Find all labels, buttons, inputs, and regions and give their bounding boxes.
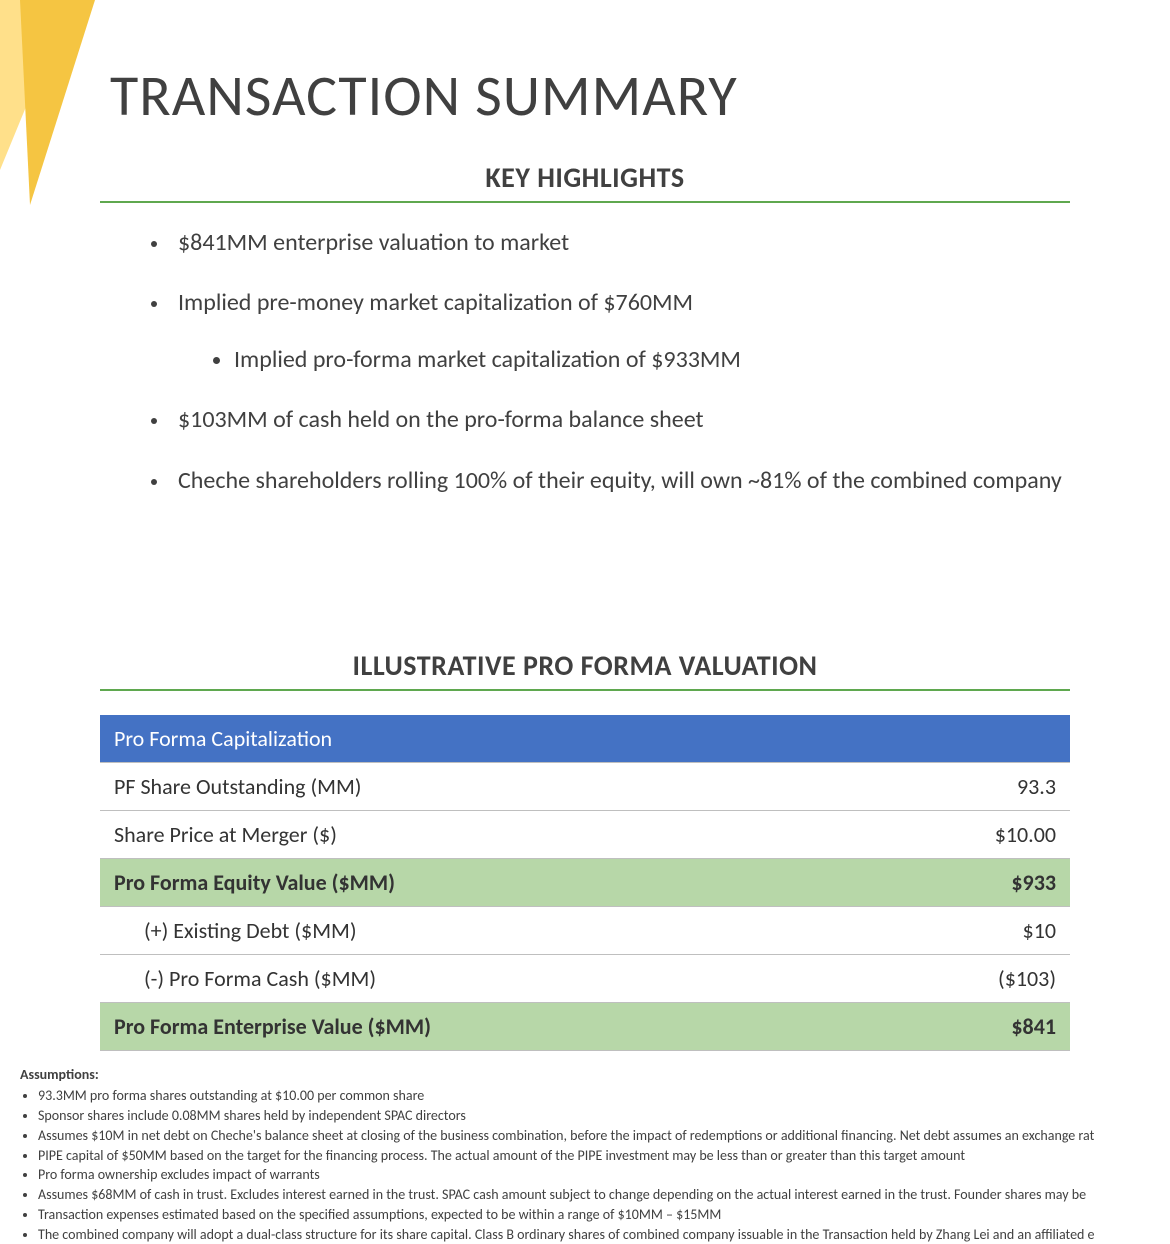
sub-list: Implied pro-forma market capitalization … bbox=[178, 344, 1070, 376]
assumption-item: Assumes $68MM of cash in trust. Excludes… bbox=[38, 1186, 1170, 1205]
table-cell-value: ($103) bbox=[870, 955, 1070, 1003]
table-cell-value: $933 bbox=[870, 859, 1070, 907]
assumption-item: Sponsor shares include 0.08MM shares hel… bbox=[38, 1107, 1170, 1126]
page-title: TRANSACTION SUMMARY bbox=[110, 60, 738, 131]
table-cell-label: (+) Existing Debt ($MM) bbox=[100, 907, 870, 955]
table-row: (-) Pro Forma Cash ($MM)($103) bbox=[100, 955, 1070, 1003]
table-cell-value: 93.3 bbox=[870, 763, 1070, 811]
highlights-list: $841MM enterprise valuation to market Imp… bbox=[100, 227, 1070, 497]
slide: TRANSACTION SUMMARY KEY HIGHLIGHTS $841M… bbox=[0, 0, 1170, 1244]
divider bbox=[100, 201, 1070, 203]
table-cell-value: $10 bbox=[870, 907, 1070, 955]
table-cell-label: Pro Forma Equity Value ($MM) bbox=[100, 859, 870, 907]
valuation-section: ILLUSTRATIVE PRO FORMA VALUATION Pro For… bbox=[100, 648, 1070, 1051]
table-row: Pro Forma Enterprise Value ($MM)$841 bbox=[100, 1003, 1070, 1051]
assumptions-list: 93.3MM pro forma shares outstanding at $… bbox=[20, 1087, 1170, 1244]
assumption-item: PIPE capital of $50MM based on the targe… bbox=[38, 1147, 1170, 1166]
table-cell-value: $841 bbox=[870, 1003, 1070, 1051]
valuation-table: Pro Forma Capitalization PF Share Outsta… bbox=[100, 715, 1070, 1051]
section-heading-highlights: KEY HIGHLIGHTS bbox=[100, 160, 1070, 195]
table-cell-label: Share Price at Merger ($) bbox=[100, 811, 870, 859]
assumption-item: Transaction expenses estimated based on … bbox=[38, 1206, 1170, 1225]
table-row: Pro Forma Equity Value ($MM)$933 bbox=[100, 859, 1070, 907]
assumption-item: Assumes $10M in net debt on Cheche's bal… bbox=[38, 1127, 1170, 1146]
table-row: (+) Existing Debt ($MM)$10 bbox=[100, 907, 1070, 955]
table-header-label: Pro Forma Capitalization bbox=[100, 715, 1070, 763]
key-highlights-section: KEY HIGHLIGHTS $841MM enterprise valuati… bbox=[100, 160, 1070, 525]
assumptions-section: Assumptions: 93.3MM pro forma shares out… bbox=[20, 1066, 1170, 1244]
table-cell-label: (-) Pro Forma Cash ($MM) bbox=[100, 955, 870, 1003]
list-item: Implied pre-money market capitalization … bbox=[170, 287, 1070, 376]
list-item: $103MM of cash held on the pro-forma bal… bbox=[170, 404, 1070, 436]
list-item: $841MM enterprise valuation to market bbox=[170, 227, 1070, 259]
table-cell-value: $10.00 bbox=[870, 811, 1070, 859]
table-row: PF Share Outstanding (MM)93.3 bbox=[100, 763, 1070, 811]
list-item: Implied pro-forma market capitalization … bbox=[234, 344, 1070, 376]
assumption-item: 93.3MM pro forma shares outstanding at $… bbox=[38, 1087, 1170, 1106]
divider bbox=[100, 689, 1070, 691]
assumption-item: Pro forma ownership excludes impact of w… bbox=[38, 1166, 1170, 1185]
table-row: Share Price at Merger ($)$10.00 bbox=[100, 811, 1070, 859]
list-item: Cheche shareholders rolling 100% of thei… bbox=[170, 465, 1070, 497]
section-heading-valuation: ILLUSTRATIVE PRO FORMA VALUATION bbox=[100, 648, 1070, 683]
assumption-item: The combined company will adopt a dual-c… bbox=[38, 1226, 1170, 1244]
table-cell-label: PF Share Outstanding (MM) bbox=[100, 763, 870, 811]
table-header-row: Pro Forma Capitalization bbox=[100, 715, 1070, 763]
table-cell-label: Pro Forma Enterprise Value ($MM) bbox=[100, 1003, 870, 1051]
assumptions-heading: Assumptions: bbox=[20, 1066, 1170, 1085]
